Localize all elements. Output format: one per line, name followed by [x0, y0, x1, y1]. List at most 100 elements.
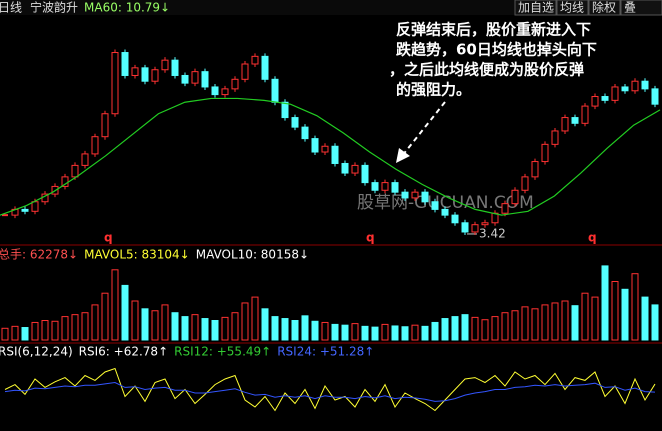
candle-body — [641, 80, 649, 90]
button-box — [620, 0, 662, 16]
volume-bar — [281, 318, 289, 341]
volume-bar — [401, 326, 409, 341]
volume-bar — [81, 312, 89, 341]
candle-body — [271, 78, 279, 103]
volume-bar — [121, 284, 129, 341]
annotation: 跌趋势，60日均线也掉头向下 — [396, 41, 597, 59]
button[interactable]: 均线 — [560, 1, 584, 15]
ma60-line — [0, 97, 661, 216]
candle-body — [361, 164, 369, 184]
candle-body — [101, 113, 109, 138]
volume-bar — [461, 314, 469, 341]
buttons: 加自选 均线 除权 叠 — [514, 0, 662, 16]
volume-bar — [431, 321, 439, 341]
candle-body — [171, 59, 179, 76]
candle-body — [211, 86, 219, 96]
candle-body — [321, 145, 329, 153]
candle-body — [131, 67, 139, 76]
candle-body — [391, 182, 399, 193]
candle-body — [571, 117, 579, 124]
volume-bar — [41, 320, 49, 341]
volume-bar — [311, 320, 319, 341]
volume-bar — [481, 319, 489, 341]
candle-body — [501, 203, 509, 214]
candle-body — [421, 191, 429, 203]
legend-entry: 总手: 62278↓ — [0, 248, 78, 262]
volume-bar — [521, 306, 529, 341]
volume-bar — [571, 305, 579, 341]
volume-bar — [31, 321, 39, 341]
volume-bar — [541, 304, 549, 341]
annotation: 反弹结束后，股价重新进入下 — [396, 21, 591, 39]
candle-body — [511, 189, 519, 205]
volume-bar — [471, 316, 479, 341]
button[interactable]: 除权 — [592, 0, 616, 15]
volume-bar — [211, 320, 219, 341]
candle-body — [551, 130, 559, 145]
low-label: 3.42 — [479, 226, 506, 240]
rsi-line — [4, 367, 656, 412]
volume-bar — [61, 316, 69, 341]
candle-body — [431, 201, 439, 210]
volume-bar — [351, 323, 359, 341]
legend-entry: MAVOL10: 80158↓ — [196, 248, 309, 262]
volume-bar — [241, 302, 249, 341]
button[interactable]: 加自选 — [518, 1, 554, 15]
volume-bar — [341, 324, 349, 341]
volume-bar — [21, 327, 29, 341]
volume-bar — [291, 320, 299, 341]
plot: 3.42 总手: 62278↓ MAVOL5: 83104↓ MAVOL10: 801… — [0, 49, 661, 412]
candle-body — [291, 117, 299, 128]
candle-body — [471, 224, 479, 233]
volume-bar — [451, 316, 459, 341]
candle-body — [2, 214, 8, 217]
candle-body — [461, 222, 469, 233]
candle-body — [451, 214, 459, 224]
volume-bar — [411, 324, 419, 341]
candle-body — [281, 101, 289, 119]
candle-body — [21, 208, 29, 212]
candle-body — [261, 55, 269, 80]
volume-bar — [91, 304, 99, 341]
volume-bar — [601, 265, 609, 341]
period[interactable]: 日线 — [0, 1, 22, 15]
legend-entry: RSI24: +51.28↑ — [277, 345, 374, 359]
candle-body — [241, 63, 249, 80]
watermark: 股草网-GUCUAN.COM — [357, 193, 534, 213]
candle-body — [111, 52, 119, 115]
legend-entry: RSI(6,12,24) — [0, 345, 73, 359]
volume-bar — [501, 312, 509, 341]
candle-body — [161, 59, 169, 71]
volume-bar — [1, 327, 9, 341]
candle-body — [251, 55, 259, 65]
volume-bar — [111, 269, 119, 341]
arrow-head — [396, 148, 410, 163]
candle-body — [151, 69, 159, 82]
candle-body — [221, 88, 229, 96]
candle-body — [121, 52, 129, 76]
candle-body — [91, 136, 99, 155]
candle-body — [141, 67, 149, 82]
volume-bar — [531, 308, 539, 341]
candle-body — [181, 74, 189, 84]
candle-body — [441, 208, 449, 216]
annotation: ，之后此均线便成为股价反弹 — [389, 61, 584, 79]
candle-body — [631, 80, 639, 92]
volume-bar — [631, 273, 639, 341]
candle-body — [581, 105, 589, 124]
button[interactable]: 叠 — [624, 1, 636, 15]
volume-bar — [321, 321, 329, 341]
candle-body — [521, 176, 529, 191]
volume-bar — [581, 292, 589, 341]
candle-body — [561, 117, 569, 132]
button-box — [556, 0, 589, 16]
volume-bar — [201, 318, 209, 341]
volume-bar — [371, 326, 379, 341]
volume-bar — [511, 310, 519, 341]
volume-bar — [71, 314, 79, 341]
candle-body — [341, 162, 349, 174]
volume-bar — [141, 308, 149, 341]
candle-body — [191, 71, 199, 84]
